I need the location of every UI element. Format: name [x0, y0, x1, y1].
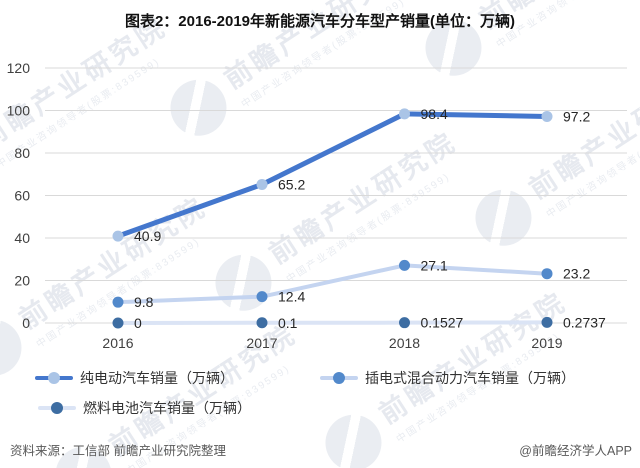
legend-label: 燃料电池汽车销量（万辆）	[83, 400, 251, 416]
y-tick-label: 20	[14, 273, 30, 289]
series-line-2	[116, 320, 549, 325]
data-point-marker	[399, 259, 410, 271]
data-point-marker	[541, 316, 553, 328]
x-tick-label: 2018	[389, 335, 420, 351]
y-tick-label: 120	[7, 60, 31, 76]
legend-line-dot-marker	[320, 372, 358, 384]
data-point-marker	[256, 291, 268, 303]
data-point-marker	[541, 110, 553, 122]
plot-area: 0 20 40 60 80 100 120 2016 2017 2018 2019 40.9 65.2 9…	[7, 60, 627, 351]
series-line-1	[116, 263, 549, 305]
data-point-marker	[112, 296, 124, 308]
data-point-marker	[112, 317, 124, 329]
legend-item-plugin-hybrid: 插电式混合动力汽车销量（万辆）	[320, 368, 575, 388]
data-label: 98.4	[421, 106, 448, 122]
y-tick-label: 100	[7, 103, 31, 119]
x-tick-label: 2019	[531, 335, 562, 351]
chart-title: 图表2：2016-2019年新能源汽车分车型产销量(单位：万辆)	[124, 13, 516, 30]
series-line-0	[115, 111, 550, 239]
y-tick-label: 40	[14, 230, 30, 246]
data-point-marker	[399, 317, 410, 329]
data-point-marker	[541, 268, 553, 280]
data-point-marker	[399, 108, 410, 120]
legend-line-dot-marker	[38, 402, 76, 414]
data-point-marker	[256, 317, 268, 329]
legend-item-fuel-cell: 燃料电池汽车销量（万辆）	[38, 398, 251, 418]
data-label: 97.2	[563, 108, 590, 124]
data-point-marker	[256, 178, 268, 190]
y-tick-label: 0	[22, 315, 30, 331]
data-label: 0.1	[278, 315, 298, 331]
data-label: 0.2737	[563, 314, 606, 330]
legend-label: 纯电动汽车销量（万辆）	[80, 370, 234, 386]
x-tick-label: 2017	[246, 335, 277, 351]
data-label: 12.4	[278, 289, 305, 305]
data-label: 0.1527	[421, 315, 464, 331]
credit-note: @前瞻经济学人APP	[519, 444, 632, 458]
y-tick-label: 80	[14, 145, 30, 161]
y-tick-label: 60	[14, 188, 30, 204]
data-label: 23.2	[563, 266, 590, 282]
data-label: 9.8	[134, 294, 154, 310]
data-label: 27.1	[421, 257, 448, 273]
source-note: 资料来源：工信部 前瞻产业研究院整理	[10, 444, 226, 458]
data-label: 0	[134, 315, 142, 331]
legend-line-dot-marker	[35, 372, 73, 384]
legend-label: 插电式混合动力汽车销量（万辆）	[365, 370, 575, 386]
data-label: 65.2	[278, 176, 305, 192]
data-label: 40.9	[134, 228, 161, 244]
x-tick-label: 2016	[102, 335, 133, 351]
legend-item-pure-electric: 纯电动汽车销量（万辆）	[35, 368, 234, 388]
legend: 纯电动汽车销量（万辆） 插电式混合动力汽车销量（万辆） 燃料电池汽车销量（万辆）	[0, 368, 640, 420]
data-point-marker	[112, 230, 124, 242]
